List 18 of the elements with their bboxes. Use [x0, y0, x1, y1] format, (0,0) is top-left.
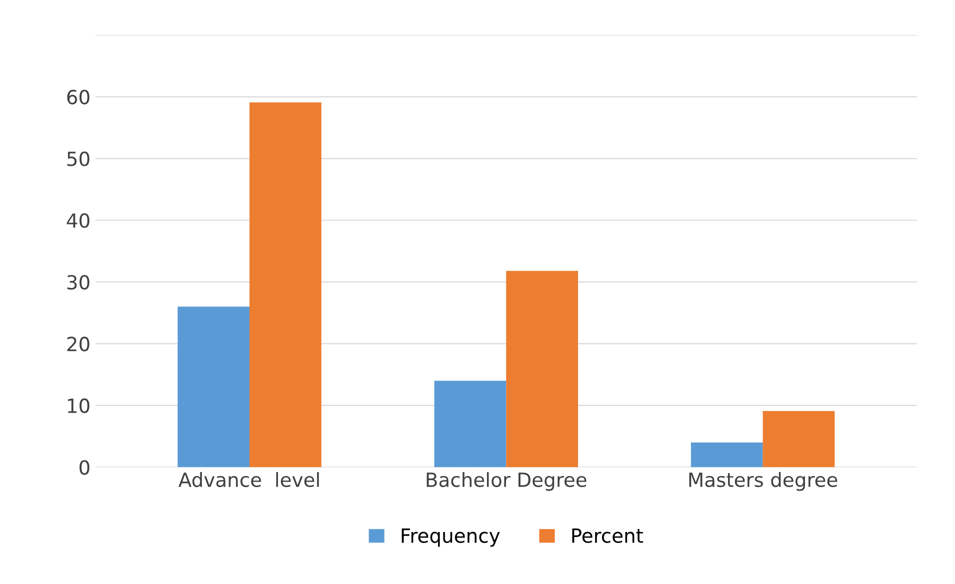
y-tick-label: 20: [67, 336, 90, 352]
legend-label: Percent: [572, 528, 644, 543]
y-tick-label: 50: [67, 151, 90, 166]
bar: [506, 270, 578, 468]
y-tick-label: 10: [68, 398, 90, 414]
bar: [434, 380, 506, 468]
x-tick-label: Advance level: [178, 472, 319, 488]
y-tick-label: 0: [80, 460, 90, 475]
y-tick-label: 60: [67, 90, 90, 104]
bar: [762, 411, 835, 468]
x-tick-label: Bachelor Degree: [426, 472, 586, 491]
y-tick-label: 30: [67, 274, 90, 290]
legend-label: Frequency: [402, 528, 500, 547]
bar: [249, 102, 322, 468]
bar: [690, 442, 763, 468]
y-tick-label: 40: [66, 213, 90, 228]
bar: [178, 306, 250, 468]
x-tick-label: Masters degree: [689, 472, 838, 491]
